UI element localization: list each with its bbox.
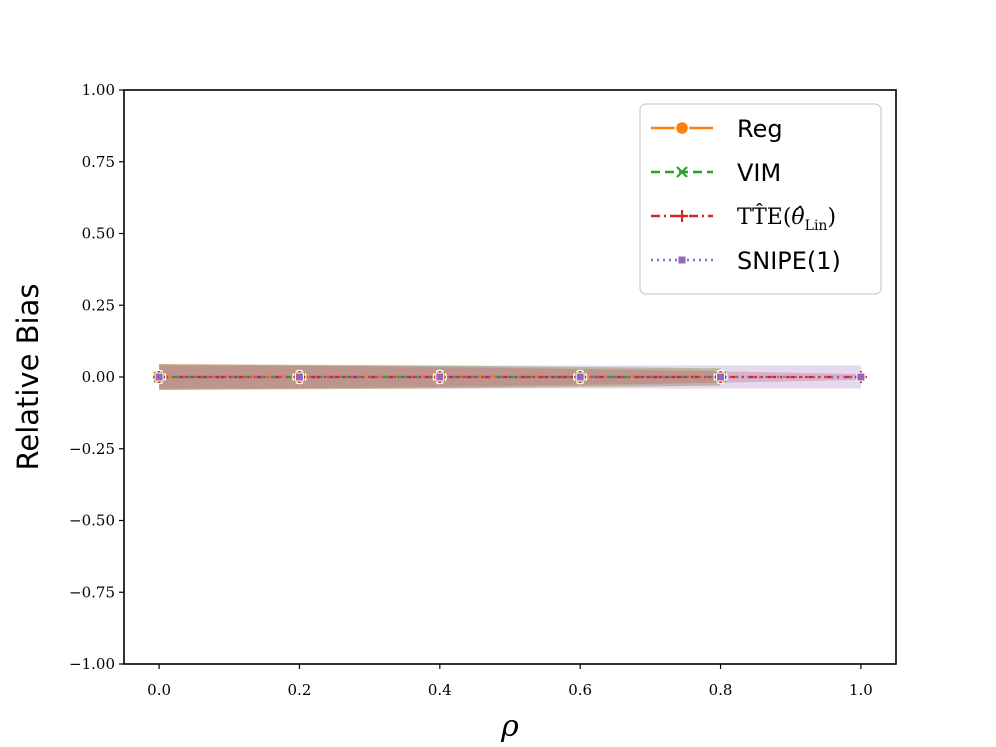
x-axis-ticks: 0.0 0.2 0.4 0.6 0.8 1.0: [147, 664, 873, 699]
legend-item-1: VIM: [651, 159, 781, 187]
marker-3-5: [856, 372, 866, 382]
y-tick-label: −0.75: [69, 583, 115, 601]
x-axis-label: ρ: [500, 709, 519, 744]
legend-marker-3: [677, 255, 687, 265]
legend-label-0: Reg: [737, 115, 783, 143]
y-tick-label: −0.50: [69, 512, 115, 530]
legend-marker-0: [674, 120, 690, 136]
x-tick-label: 0.0: [147, 681, 171, 699]
legend-item-3: SNIPE(1): [651, 247, 841, 275]
y-tick-label: −0.25: [69, 440, 115, 458]
series-markers: [151, 369, 867, 385]
x-tick-label: 0.6: [568, 681, 592, 699]
y-tick-label: 0.50: [82, 225, 115, 243]
x-tick-label: 0.2: [288, 681, 312, 699]
y-tick-label: −1.00: [69, 655, 115, 673]
legend-label-1: VIM: [737, 159, 781, 187]
legend-label-2: TT̂E(θ̂Lin): [737, 204, 836, 234]
y-axis-ticks: 1.00 0.75 0.50 0.25 0.00 −0.25 −0.50 −0.75 −1.00: [69, 81, 124, 673]
marker-3-2: [435, 372, 445, 382]
legend-item-2: TT̂E(θ̂Lin): [651, 204, 836, 234]
y-tick-label: 1.00: [82, 81, 115, 99]
y-tick-label: 0.75: [82, 153, 115, 171]
legend-item-0: Reg: [651, 115, 783, 143]
legend-label-3: SNIPE(1): [737, 247, 841, 275]
y-axis-label: Relative Bias: [11, 284, 45, 471]
legend: Reg VIM TT̂E(θ̂Lin) SNIPE(1): [639, 103, 882, 295]
legend-marker-2: [676, 210, 688, 222]
legend-marker-1: [676, 166, 688, 178]
x-tick-label: 1.0: [849, 681, 873, 699]
x-tick-label: 0.8: [709, 681, 733, 699]
marker-3-3: [575, 372, 585, 382]
legend-frame: [639, 103, 882, 295]
marker-3-0: [154, 372, 164, 382]
y-tick-label: 0.00: [82, 368, 115, 386]
marker-3-4: [716, 372, 726, 382]
y-tick-label: 0.25: [82, 296, 115, 314]
marker-3-1: [294, 372, 304, 382]
x-tick-label: 0.4: [428, 681, 452, 699]
